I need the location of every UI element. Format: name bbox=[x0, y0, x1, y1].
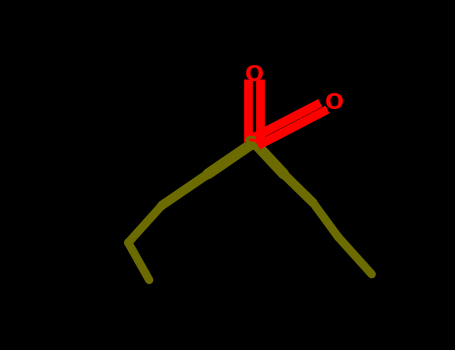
Text: O: O bbox=[245, 65, 264, 85]
Text: S: S bbox=[244, 135, 258, 154]
Text: O: O bbox=[324, 93, 344, 113]
